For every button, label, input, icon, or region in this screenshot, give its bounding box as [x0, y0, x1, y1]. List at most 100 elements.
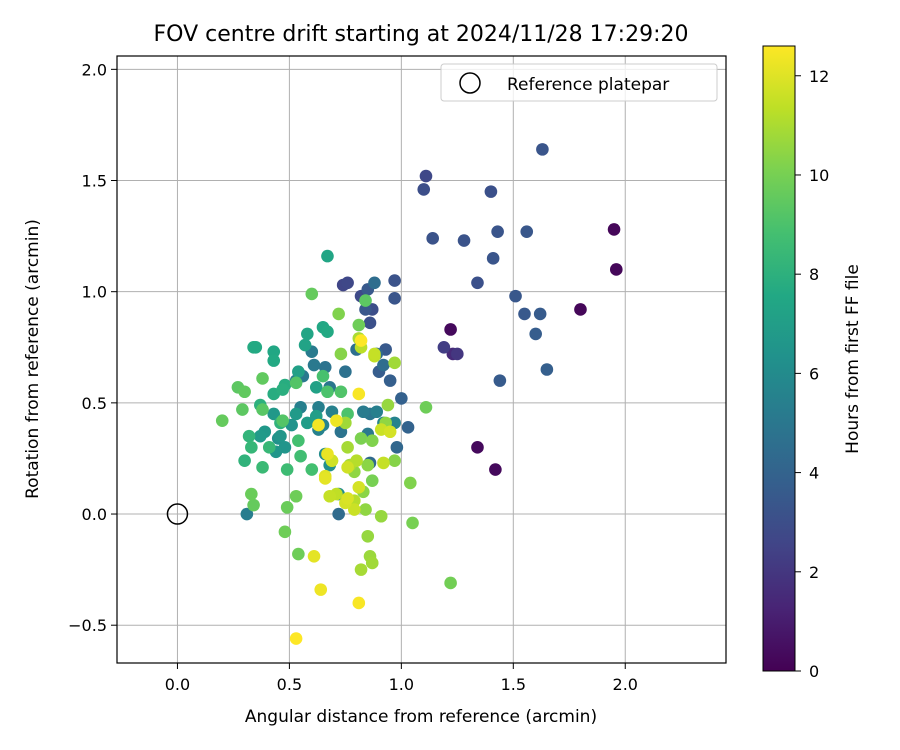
data-point — [256, 372, 269, 385]
x-axis-ticks: 0.0 0.5 1.0 1.5 2.0 — [165, 663, 638, 694]
data-point — [509, 289, 522, 303]
data-point — [489, 463, 502, 476]
data-point — [321, 249, 334, 263]
colorbar-tick-label: 2 — [809, 563, 819, 582]
data-point — [374, 509, 388, 523]
data-point — [238, 454, 251, 467]
data-point — [339, 365, 352, 379]
data-point — [276, 383, 289, 396]
data-point — [321, 447, 334, 461]
data-point — [377, 358, 390, 372]
data-point — [256, 461, 269, 474]
colorbar-gradient — [762, 45, 796, 672]
data-point — [301, 416, 314, 430]
data-point — [316, 369, 330, 383]
data-point — [361, 458, 375, 472]
data-point — [352, 596, 366, 610]
data-point — [359, 303, 372, 316]
colorbar-tick-label: 0 — [809, 662, 819, 681]
data-point — [368, 276, 381, 290]
colorbar-ticks: 0 2 4 6 8 10 12 — [795, 67, 829, 681]
data-point — [334, 347, 348, 361]
data-point — [365, 556, 379, 570]
legend: Reference platepar — [440, 63, 718, 102]
data-point — [352, 481, 366, 494]
data-point — [493, 374, 507, 387]
data-point — [471, 276, 484, 290]
colorbar-tick-label: 6 — [809, 364, 819, 383]
data-point — [365, 474, 379, 487]
data-point — [318, 472, 332, 485]
data-point — [388, 292, 401, 305]
data-point — [242, 429, 256, 443]
data-point — [253, 429, 267, 443]
data-point — [377, 456, 390, 470]
data-point — [341, 461, 354, 474]
data-point — [262, 441, 276, 454]
data-point — [383, 374, 397, 387]
data-point — [321, 325, 334, 339]
data-point — [289, 407, 303, 421]
y-axis-label: Rotation from reference (arcmin) — [23, 219, 43, 499]
data-point — [292, 365, 305, 379]
data-point — [247, 498, 260, 512]
data-point — [307, 549, 321, 563]
data-point — [401, 421, 415, 434]
data-point — [292, 547, 305, 561]
data-point — [332, 507, 345, 521]
data-point — [348, 503, 361, 516]
data-point — [395, 392, 408, 405]
data-point — [267, 345, 281, 359]
data-point — [437, 340, 451, 354]
y-tick-label: 0.0 — [82, 505, 107, 524]
y-axis-ticks: −0.5 0.0 0.5 1.0 1.5 2.0 — [68, 60, 117, 635]
data-point — [419, 401, 433, 414]
colorbar: 0 2 4 6 8 10 12 Hours from first FF file — [762, 45, 863, 681]
data-point — [370, 405, 384, 419]
data-point — [294, 449, 307, 463]
data-point — [309, 380, 323, 394]
data-point — [444, 576, 457, 590]
chart-title: FOV centre drift starting at 2024/11/28 … — [154, 22, 689, 47]
data-point — [388, 454, 401, 467]
data-point — [305, 287, 319, 301]
data-point — [444, 323, 457, 336]
data-point — [529, 327, 542, 341]
data-point — [388, 356, 401, 370]
y-tick-label: 0.5 — [82, 394, 107, 413]
data-point — [365, 434, 379, 447]
colorbar-tick-label: 10 — [809, 166, 829, 185]
x-tick-label: 1.0 — [389, 675, 414, 694]
data-point — [536, 143, 549, 156]
data-point — [305, 463, 319, 476]
data-point — [491, 225, 504, 238]
data-point — [307, 358, 321, 372]
data-point — [352, 387, 366, 401]
y-tick-label: 1.5 — [82, 172, 107, 191]
colorbar-tick-label: 4 — [809, 464, 819, 483]
data-point — [350, 454, 363, 467]
data-point — [518, 307, 531, 321]
data-point — [381, 398, 395, 412]
data-point — [289, 376, 303, 390]
data-point — [426, 232, 439, 245]
data-point — [278, 525, 292, 539]
data-point — [256, 403, 269, 416]
data-point — [276, 414, 289, 427]
data-point — [249, 340, 263, 354]
data-point — [289, 489, 303, 503]
legend-box — [440, 63, 718, 102]
data-point — [486, 252, 500, 265]
x-tick-label: 2.0 — [613, 675, 638, 694]
data-point — [298, 338, 312, 352]
data-point — [341, 276, 354, 290]
data-point — [274, 429, 287, 443]
data-point — [533, 307, 547, 321]
data-point — [419, 169, 433, 183]
plot-frame — [116, 55, 727, 664]
colorbar-tick-label: 8 — [809, 265, 819, 284]
data-point — [354, 432, 368, 445]
data-point — [323, 489, 337, 503]
data-point — [341, 492, 354, 505]
